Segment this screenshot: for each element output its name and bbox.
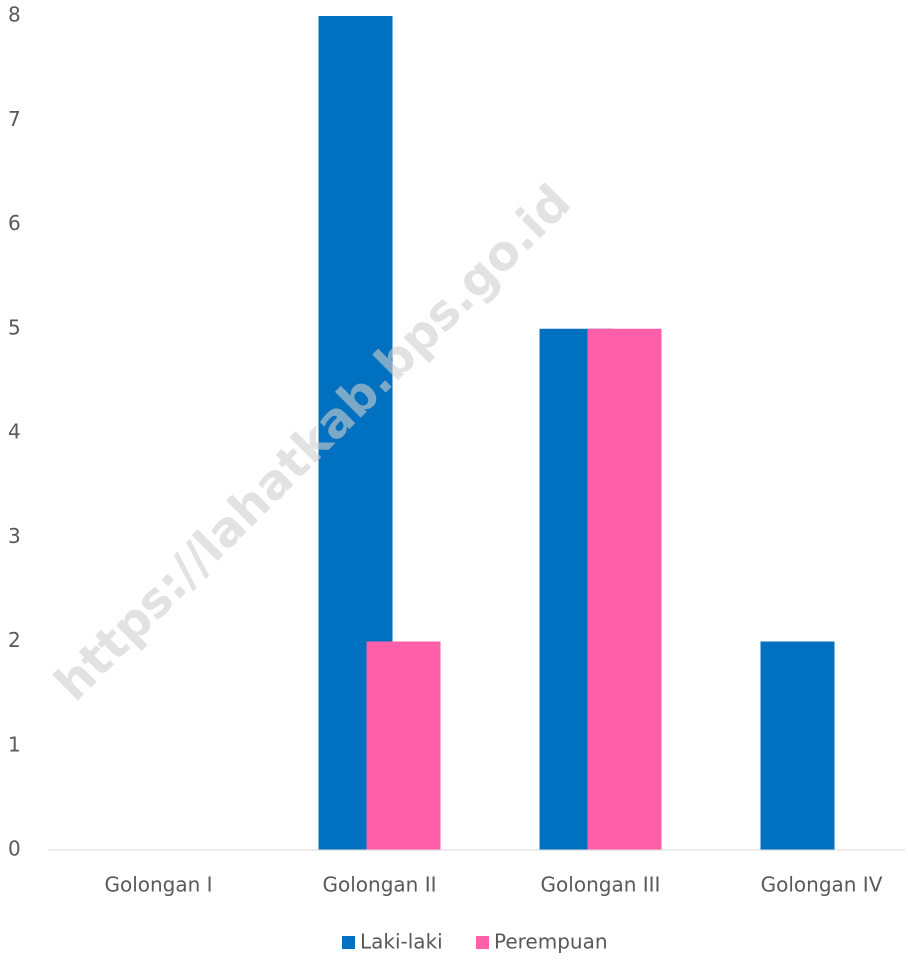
y-tick-label: 7 [8,107,21,131]
x-tick-label: Golongan II [323,873,437,897]
y-tick-label: 0 [8,837,21,861]
x-tick-label: Golongan IV [761,873,883,897]
legend-label: Perempuan [494,930,608,954]
legend-swatch [342,936,355,949]
bar [366,641,441,850]
bar [587,328,662,850]
y-tick-label: 2 [8,628,21,652]
x-tick-label: Golongan III [541,873,661,897]
y-tick-label: 8 [8,3,21,27]
legend-label: Laki-laki [360,930,443,954]
y-tick-label: 5 [8,315,21,339]
y-tick-label: 1 [8,732,21,756]
bar [760,641,835,850]
watermark: https://lahatkab.bps.go.id [44,174,582,712]
y-tick-label: 6 [8,211,21,235]
legend-swatch [476,936,489,949]
y-tick-label: 3 [8,524,21,548]
y-tick-label: 4 [8,420,21,444]
x-tick-label: Golongan I [104,873,212,897]
